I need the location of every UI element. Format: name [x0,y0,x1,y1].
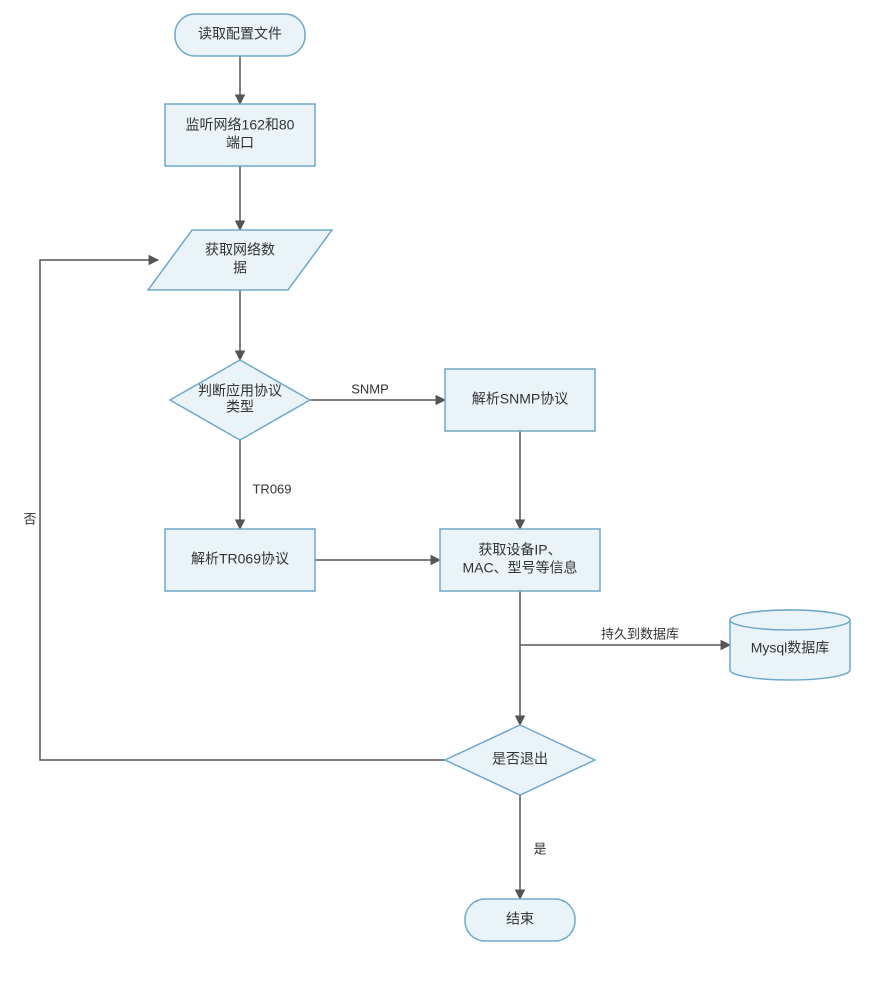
svg-text:据: 据 [233,260,247,276]
svg-text:结束: 结束 [506,911,534,927]
svg-text:监听网络162和80: 监听网络162和80 [186,117,295,133]
node-parseTR069: 解析TR069协议 [165,529,315,591]
nodes-group: 读取配置文件监听网络162和80 端口获取网络数据判断应用协议类型 解析SNMP协议… [148,14,850,941]
edges-group: SNMP TR069 持久到数据库 否是 [23,56,730,899]
svg-text:TR069: TR069 [252,481,291,496]
svg-text:解析SNMP协议: 解析SNMP协议 [472,391,568,407]
node-end: 结束 [465,899,575,941]
svg-text:获取设备IP、: 获取设备IP、 [478,542,561,558]
edge-e9: 持久到数据库 [520,626,730,645]
flowchart-canvas: SNMP TR069 持久到数据库 否是 读取配置文件监听网络162和80 端口获取网络… [0,0,896,1000]
edge-e10: 否 [23,260,445,760]
svg-text:SNMP: SNMP [351,381,389,396]
node-start: 读取配置文件 [175,14,305,56]
svg-text:读取配置文件: 读取配置文件 [198,26,282,42]
svg-text:是否退出: 是否退出 [492,751,548,767]
svg-text:端口: 端口 [226,135,254,151]
node-decide2: 是否退出 [445,725,595,795]
node-decide1: 判断应用协议类型 [170,360,310,440]
node-getinfo: 获取设备IP、 MAC、型号等信息 [440,529,600,591]
svg-text:是: 是 [533,841,546,856]
svg-text:解析TR069协议: 解析TR069协议 [191,551,289,567]
node-getdata: 获取网络数据 [148,230,332,290]
edge-e4: SNMP [310,381,445,400]
edge-e5: TR069 [240,440,292,529]
node-listen: 监听网络162和80 端口 [165,104,315,166]
svg-text:MAC、型号等信息: MAC、型号等信息 [462,560,577,576]
svg-text:Mysql数据库: Mysql数据库 [751,640,830,656]
node-parseSNMP: 解析SNMP协议 [445,369,595,431]
svg-text:否: 否 [23,511,36,526]
svg-text:持久到数据库: 持久到数据库 [601,626,679,641]
edge-e11: 是 [520,795,547,899]
svg-text:获取网络数: 获取网络数 [205,242,275,258]
svg-text:类型: 类型 [226,399,254,415]
svg-text:判断应用协议: 判断应用协议 [198,383,282,399]
node-db: Mysql数据库 [730,610,850,680]
